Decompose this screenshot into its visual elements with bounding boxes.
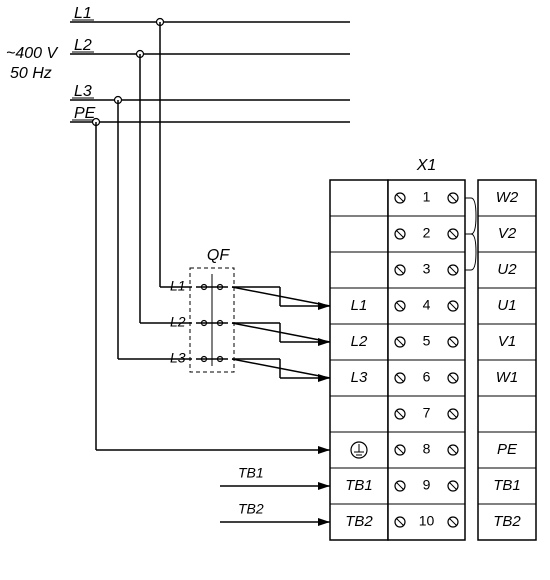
svg-text:TB1: TB1 [345, 477, 373, 494]
svg-text:L3: L3 [170, 350, 186, 366]
svg-text:9: 9 [423, 477, 431, 493]
svg-text:V1: V1 [498, 333, 516, 350]
svg-text:~400 V: ~400 V [6, 45, 58, 62]
svg-text:TB1: TB1 [493, 477, 521, 494]
svg-text:TB2: TB2 [493, 513, 521, 530]
svg-text:U1: U1 [497, 297, 516, 314]
svg-text:X1: X1 [416, 157, 437, 174]
svg-text:1: 1 [423, 189, 431, 205]
svg-text:2: 2 [423, 225, 431, 241]
svg-text:50 Hz: 50 Hz [10, 65, 52, 82]
svg-text:4: 4 [423, 297, 431, 313]
svg-text:V2: V2 [498, 225, 517, 242]
svg-text:L1: L1 [351, 297, 368, 314]
svg-text:3: 3 [423, 261, 431, 277]
svg-text:QF: QF [207, 247, 230, 264]
svg-text:5: 5 [423, 333, 431, 349]
svg-text:6: 6 [423, 369, 431, 385]
svg-text:U2: U2 [497, 261, 517, 278]
svg-text:W2: W2 [496, 189, 519, 206]
svg-text:W1: W1 [496, 369, 519, 386]
svg-text:L2: L2 [351, 333, 368, 350]
svg-text:10: 10 [419, 513, 435, 529]
svg-text:7: 7 [423, 405, 431, 421]
svg-text:L3: L3 [351, 369, 368, 386]
svg-text:L2: L2 [170, 314, 186, 330]
svg-text:PE: PE [497, 441, 518, 458]
svg-text:L1: L1 [170, 278, 186, 294]
svg-text:TB2: TB2 [345, 513, 373, 530]
svg-text:TB2: TB2 [238, 501, 264, 517]
svg-text:TB1: TB1 [238, 465, 264, 481]
svg-text:8: 8 [423, 441, 431, 457]
